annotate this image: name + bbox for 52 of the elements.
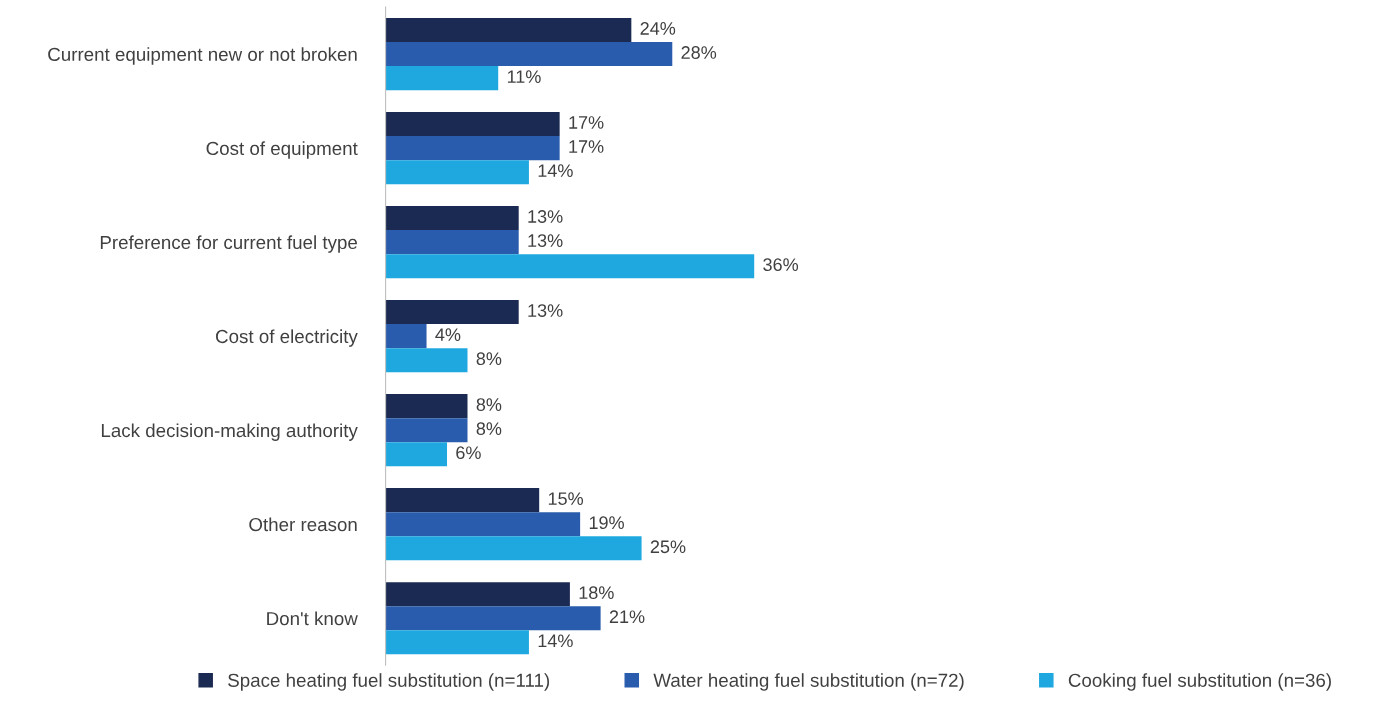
data-label: 6% (456, 446, 481, 460)
data-label: 11% (507, 70, 541, 83)
bar (385, 230, 519, 255)
bar (385, 324, 427, 349)
legend-label: Cooking fuel substitution (n=36) (1068, 673, 1331, 691)
legend-label: Water heating fuel substitution (n=72) (653, 673, 964, 691)
bar (385, 442, 448, 467)
bar (385, 160, 529, 185)
data-label: 14% (538, 634, 573, 648)
bar (385, 254, 755, 279)
data-label: 13% (528, 234, 563, 247)
data-label: 19% (589, 516, 624, 530)
bar (385, 536, 642, 561)
bar (385, 582, 570, 607)
bar (385, 418, 468, 443)
y-tick-label: Other reason (249, 517, 357, 532)
y-tick-label: Don't know (267, 611, 358, 626)
data-label: 8% (476, 352, 502, 366)
bar (385, 66, 499, 91)
bar (385, 512, 581, 537)
data-label: 36% (763, 258, 799, 272)
data-label: 21% (609, 610, 645, 624)
data-label: 13% (528, 304, 563, 317)
bar (385, 111, 560, 137)
data-label: 24% (640, 22, 676, 35)
bar (385, 17, 632, 43)
data-label: 8% (476, 422, 502, 436)
bar (385, 206, 519, 231)
bar (385, 300, 519, 325)
bar (385, 136, 560, 161)
y-tick-label: Lack decision-making authority (101, 423, 358, 441)
y-tick-label: Cost of equipment (206, 141, 358, 159)
bar (385, 630, 529, 655)
bar (385, 42, 673, 67)
legend-label: Space heating fuel substitution (n=111) (228, 673, 550, 691)
bar (385, 348, 468, 373)
y-tick-label: Cost of electricity (216, 329, 358, 347)
data-label: 25% (650, 540, 686, 554)
data-label: 13% (528, 210, 563, 223)
data-label: 17% (569, 140, 604, 153)
y-tick-label: Current equipment new or not broken (48, 47, 357, 65)
data-label: 14% (538, 164, 573, 177)
bar (385, 488, 540, 513)
y-tick-label: Preference for current fuel type (100, 235, 357, 253)
data-label: 17% (569, 116, 604, 129)
data-label: 15% (548, 492, 584, 505)
bar (385, 606, 601, 631)
data-label: 18% (579, 586, 614, 600)
bar (385, 394, 468, 419)
data-label: 4% (435, 328, 461, 341)
data-label: 8% (476, 398, 502, 411)
data-label: 28% (681, 46, 717, 59)
